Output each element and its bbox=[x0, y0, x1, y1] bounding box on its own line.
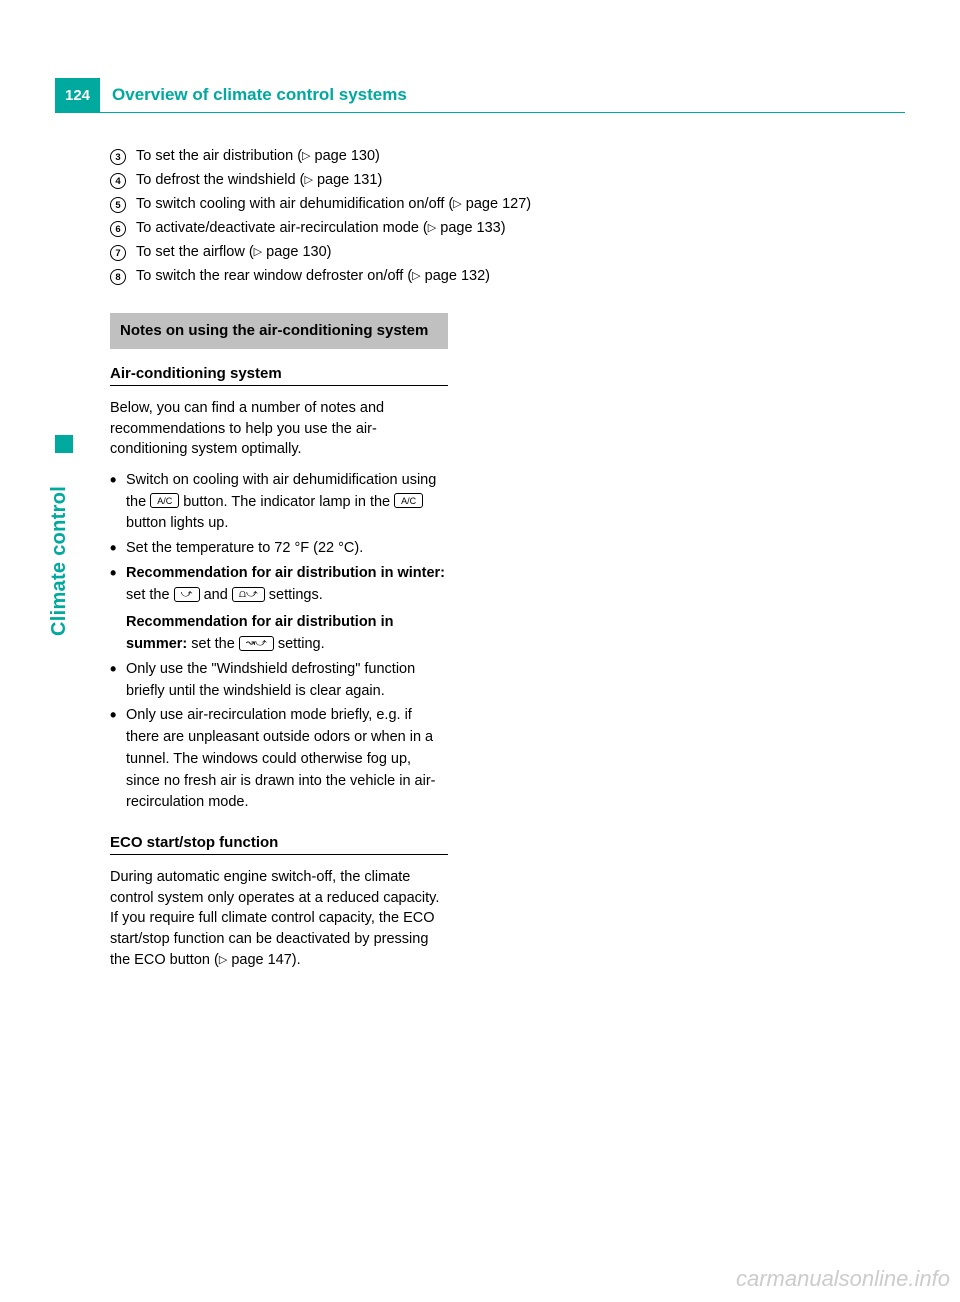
circled-number-icon: 8 bbox=[110, 269, 126, 285]
airflow-center-footwell-icon: ↝⤻ bbox=[239, 636, 274, 651]
bullet-item: • Recommendation for air distribution in… bbox=[110, 563, 448, 656]
page-number: 124 bbox=[55, 78, 100, 112]
numbered-list: 3 To set the air distribution (▷ page 13… bbox=[110, 148, 650, 285]
bullet-text: Only use air-recirculation mode briefly,… bbox=[126, 705, 448, 814]
bullet-icon: • bbox=[110, 538, 126, 560]
bullet-item: • Only use the "Windshield defrosting" f… bbox=[110, 659, 448, 703]
bullet-text: Only use the "Windshield defrosting" fun… bbox=[126, 659, 448, 703]
subheading-rule bbox=[110, 854, 448, 855]
list-item: 4 To defrost the windshield (▷ page 131) bbox=[110, 172, 650, 189]
page-title: Overview of climate control systems bbox=[112, 85, 407, 105]
watermark: carmanualsonline.info bbox=[736, 1266, 950, 1292]
content-area: 3 To set the air distribution (▷ page 13… bbox=[110, 148, 650, 980]
side-tab bbox=[55, 435, 73, 453]
bullet-icon: • bbox=[110, 659, 126, 703]
triangle-icon: ▷ bbox=[304, 174, 312, 186]
bullet-icon: • bbox=[110, 705, 126, 814]
list-item: 3 To set the air distribution (▷ page 13… bbox=[110, 148, 650, 165]
list-item: 6 To activate/deactivate air-recirculati… bbox=[110, 220, 650, 237]
side-section-label: Climate control bbox=[48, 486, 71, 636]
list-item-text: To activate/deactivate air-recirculation… bbox=[136, 220, 650, 236]
triangle-icon: ▷ bbox=[219, 954, 227, 966]
list-item-text: To switch cooling with air dehumidificat… bbox=[136, 196, 650, 212]
list-item-text: To switch the rear window defroster on/o… bbox=[136, 268, 650, 284]
list-item-text: To set the airflow (▷ page 130) bbox=[136, 244, 650, 260]
list-item: 7 To set the airflow (▷ page 130) bbox=[110, 244, 650, 261]
airflow-defrost-footwell-icon: ⩍⤻ bbox=[232, 587, 265, 602]
page-header: 124 Overview of climate control systems bbox=[55, 78, 407, 112]
bullet-icon: • bbox=[110, 470, 126, 535]
airflow-footwell-icon: ⤻ bbox=[174, 587, 200, 602]
subheading-rule bbox=[110, 385, 448, 386]
bullet-icon: • bbox=[110, 563, 126, 656]
triangle-icon: ▷ bbox=[453, 198, 461, 210]
circled-number-icon: 6 bbox=[110, 221, 126, 237]
bullet-item: • Set the temperature to 72 °F (22 °C). bbox=[110, 538, 448, 560]
triangle-icon: ▷ bbox=[302, 150, 310, 162]
circled-number-icon: 3 bbox=[110, 149, 126, 165]
bullet-text: Set the temperature to 72 °F (22 °C). bbox=[126, 538, 448, 560]
bullet-item: • Only use air-recirculation mode briefl… bbox=[110, 705, 448, 814]
text-column: Notes on using the air-conditioning syst… bbox=[110, 313, 448, 970]
list-item-text: To set the air distribution (▷ page 130) bbox=[136, 148, 650, 164]
bullet-text: Switch on cooling with air dehumidificat… bbox=[126, 470, 448, 535]
subheading: Air-conditioning system bbox=[110, 365, 448, 382]
triangle-icon: ▷ bbox=[428, 222, 436, 234]
triangle-icon: ▷ bbox=[412, 270, 420, 282]
bullet-list: • Switch on cooling with air dehumidific… bbox=[110, 470, 448, 814]
subheading: ECO start/stop function bbox=[110, 834, 448, 851]
bullet-item: • Switch on cooling with air dehumidific… bbox=[110, 470, 448, 535]
section-heading-box: Notes on using the air-conditioning syst… bbox=[110, 313, 448, 349]
circled-number-icon: 7 bbox=[110, 245, 126, 261]
ac-button-icon: A/C bbox=[394, 493, 423, 508]
circled-number-icon: 5 bbox=[110, 197, 126, 213]
paragraph: Below, you can find a number of notes an… bbox=[110, 398, 448, 460]
list-item: 8 To switch the rear window defroster on… bbox=[110, 268, 650, 285]
circled-number-icon: 4 bbox=[110, 173, 126, 189]
paragraph: During automatic engine switch-off, the … bbox=[110, 867, 448, 970]
header-rule bbox=[55, 112, 905, 113]
list-item-text: To defrost the windshield (▷ page 131) bbox=[136, 172, 650, 188]
ac-button-icon: A/C bbox=[150, 493, 179, 508]
list-item: 5 To switch cooling with air dehumidific… bbox=[110, 196, 650, 213]
triangle-icon: ▷ bbox=[254, 246, 262, 258]
bullet-text: Recommendation for air distribution in w… bbox=[126, 563, 448, 656]
